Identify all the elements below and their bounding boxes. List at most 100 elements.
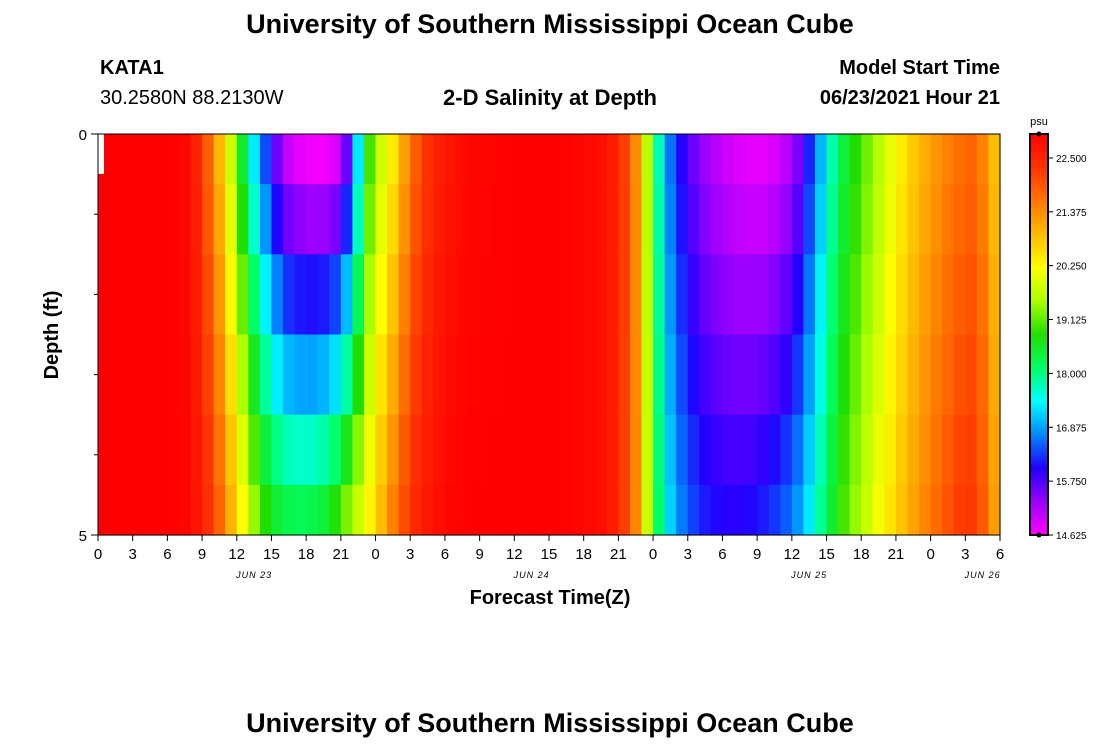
heatmap-cell <box>259 414 273 486</box>
heatmap-cell <box>676 254 689 336</box>
heatmap-cell <box>329 414 342 486</box>
heatmap-cell <box>919 414 932 486</box>
model-start-label: Model Start Time <box>839 57 1000 79</box>
heatmap-cell <box>699 254 712 336</box>
heatmap-cell <box>629 184 643 255</box>
x-tick-label: 21 <box>610 546 627 563</box>
heatmap-cell <box>549 484 562 536</box>
heatmap-cell <box>479 134 492 185</box>
heatmap-cell <box>352 414 365 486</box>
heatmap-cell <box>202 134 215 185</box>
heatmap-cell <box>202 484 215 536</box>
heatmap-cell <box>722 254 735 336</box>
heatmap-cell <box>872 414 885 486</box>
heatmap-cell <box>248 134 261 185</box>
heatmap-cell <box>525 484 539 536</box>
heatmap-cells <box>98 134 1001 536</box>
heatmap-cell <box>942 254 955 336</box>
heatmap-cell <box>884 484 897 536</box>
x-tick-label: 9 <box>753 546 761 563</box>
heatmap-cell <box>664 134 677 185</box>
heatmap-cell <box>306 184 319 255</box>
heatmap-cell <box>433 184 446 255</box>
heatmap-cell <box>144 484 157 536</box>
heatmap-cell <box>745 334 758 416</box>
heatmap-cell <box>225 414 238 486</box>
colorbar <box>1029 133 1049 536</box>
heatmap-cell <box>895 134 909 185</box>
heatmap-cell <box>745 254 758 336</box>
heatmap-cell <box>387 134 400 185</box>
heatmap-cell <box>699 484 712 536</box>
heatmap-cell <box>664 484 677 536</box>
colorbar-tick-label: 15.750 <box>1056 477 1087 488</box>
heatmap-cell <box>236 184 249 255</box>
heatmap-cell <box>861 484 874 536</box>
heatmap-cell <box>849 184 862 255</box>
heatmap-cell <box>375 414 388 486</box>
heatmap-cell <box>167 134 180 185</box>
heatmap-cell <box>225 484 238 536</box>
heatmap-cell <box>502 184 515 255</box>
heatmap-cell <box>849 134 862 185</box>
x-axis-date-labels: JUN 23 JUN 24 JUN 25 JUN 26 <box>235 570 1000 580</box>
heatmap-cell <box>502 414 515 486</box>
heatmap-cell <box>109 134 122 185</box>
heatmap-cell <box>491 484 504 536</box>
heatmap-cell <box>572 134 585 185</box>
heatmap-cell <box>190 134 203 185</box>
heatmap-cell <box>849 334 862 416</box>
heatmap-cell <box>884 134 897 185</box>
heatmap-cell <box>780 334 793 416</box>
colorbar-end-cap <box>1036 131 1042 137</box>
colorbar-tick-label: 22.500 <box>1056 154 1087 165</box>
heatmap-cell <box>722 134 735 185</box>
heatmap-cell <box>271 484 284 536</box>
heatmap-cell <box>722 184 735 255</box>
heatmap-cell <box>803 414 816 486</box>
heatmap-cell <box>329 334 342 416</box>
heatmap-cell <box>606 334 619 416</box>
heatmap-cell <box>895 254 909 336</box>
heatmap-cell <box>791 334 805 416</box>
heatmap-cell <box>236 414 249 486</box>
heatmap-cell <box>421 134 434 185</box>
heatmap-cell <box>456 254 469 336</box>
heatmap-cell <box>456 334 469 416</box>
heatmap-cell <box>965 134 978 185</box>
y-axis-ticks: 05 <box>79 127 98 545</box>
heatmap-cell <box>294 414 307 486</box>
heatmap-cell <box>109 184 122 255</box>
heatmap-cell <box>225 134 238 185</box>
heatmap-cell <box>872 134 885 185</box>
colorbar-tick-label: 20.250 <box>1056 262 1087 273</box>
heatmap-cell <box>340 414 354 486</box>
heatmap-cell <box>768 414 781 486</box>
heatmap-cell <box>329 134 342 185</box>
heatmap-cell <box>757 414 770 486</box>
heatmap-cell <box>606 484 619 536</box>
heatmap-cell <box>109 484 122 536</box>
heatmap-cell <box>953 484 966 536</box>
heatmap-cell <box>283 134 296 185</box>
heatmap-cell <box>398 184 411 255</box>
heatmap-cell <box>514 334 527 416</box>
heatmap-cell <box>537 134 550 185</box>
heatmap-cell <box>838 134 851 185</box>
heatmap-cell <box>410 484 423 536</box>
heatmap-cell <box>155 334 168 416</box>
heatmap-cell <box>421 254 434 336</box>
heatmap-cell <box>144 254 157 336</box>
heatmap-cell <box>618 184 631 255</box>
heatmap-cell <box>814 254 828 336</box>
heatmap-cell <box>410 414 423 486</box>
heatmap-cell <box>710 484 724 536</box>
heatmap-cell <box>340 334 354 416</box>
heatmap-cell <box>294 134 307 185</box>
heatmap-cell <box>641 414 654 486</box>
x-date-label: JUN 24 <box>513 570 550 580</box>
heatmap-cell <box>895 414 909 486</box>
heatmap-cell <box>791 134 805 185</box>
heatmap-cell <box>653 134 666 185</box>
